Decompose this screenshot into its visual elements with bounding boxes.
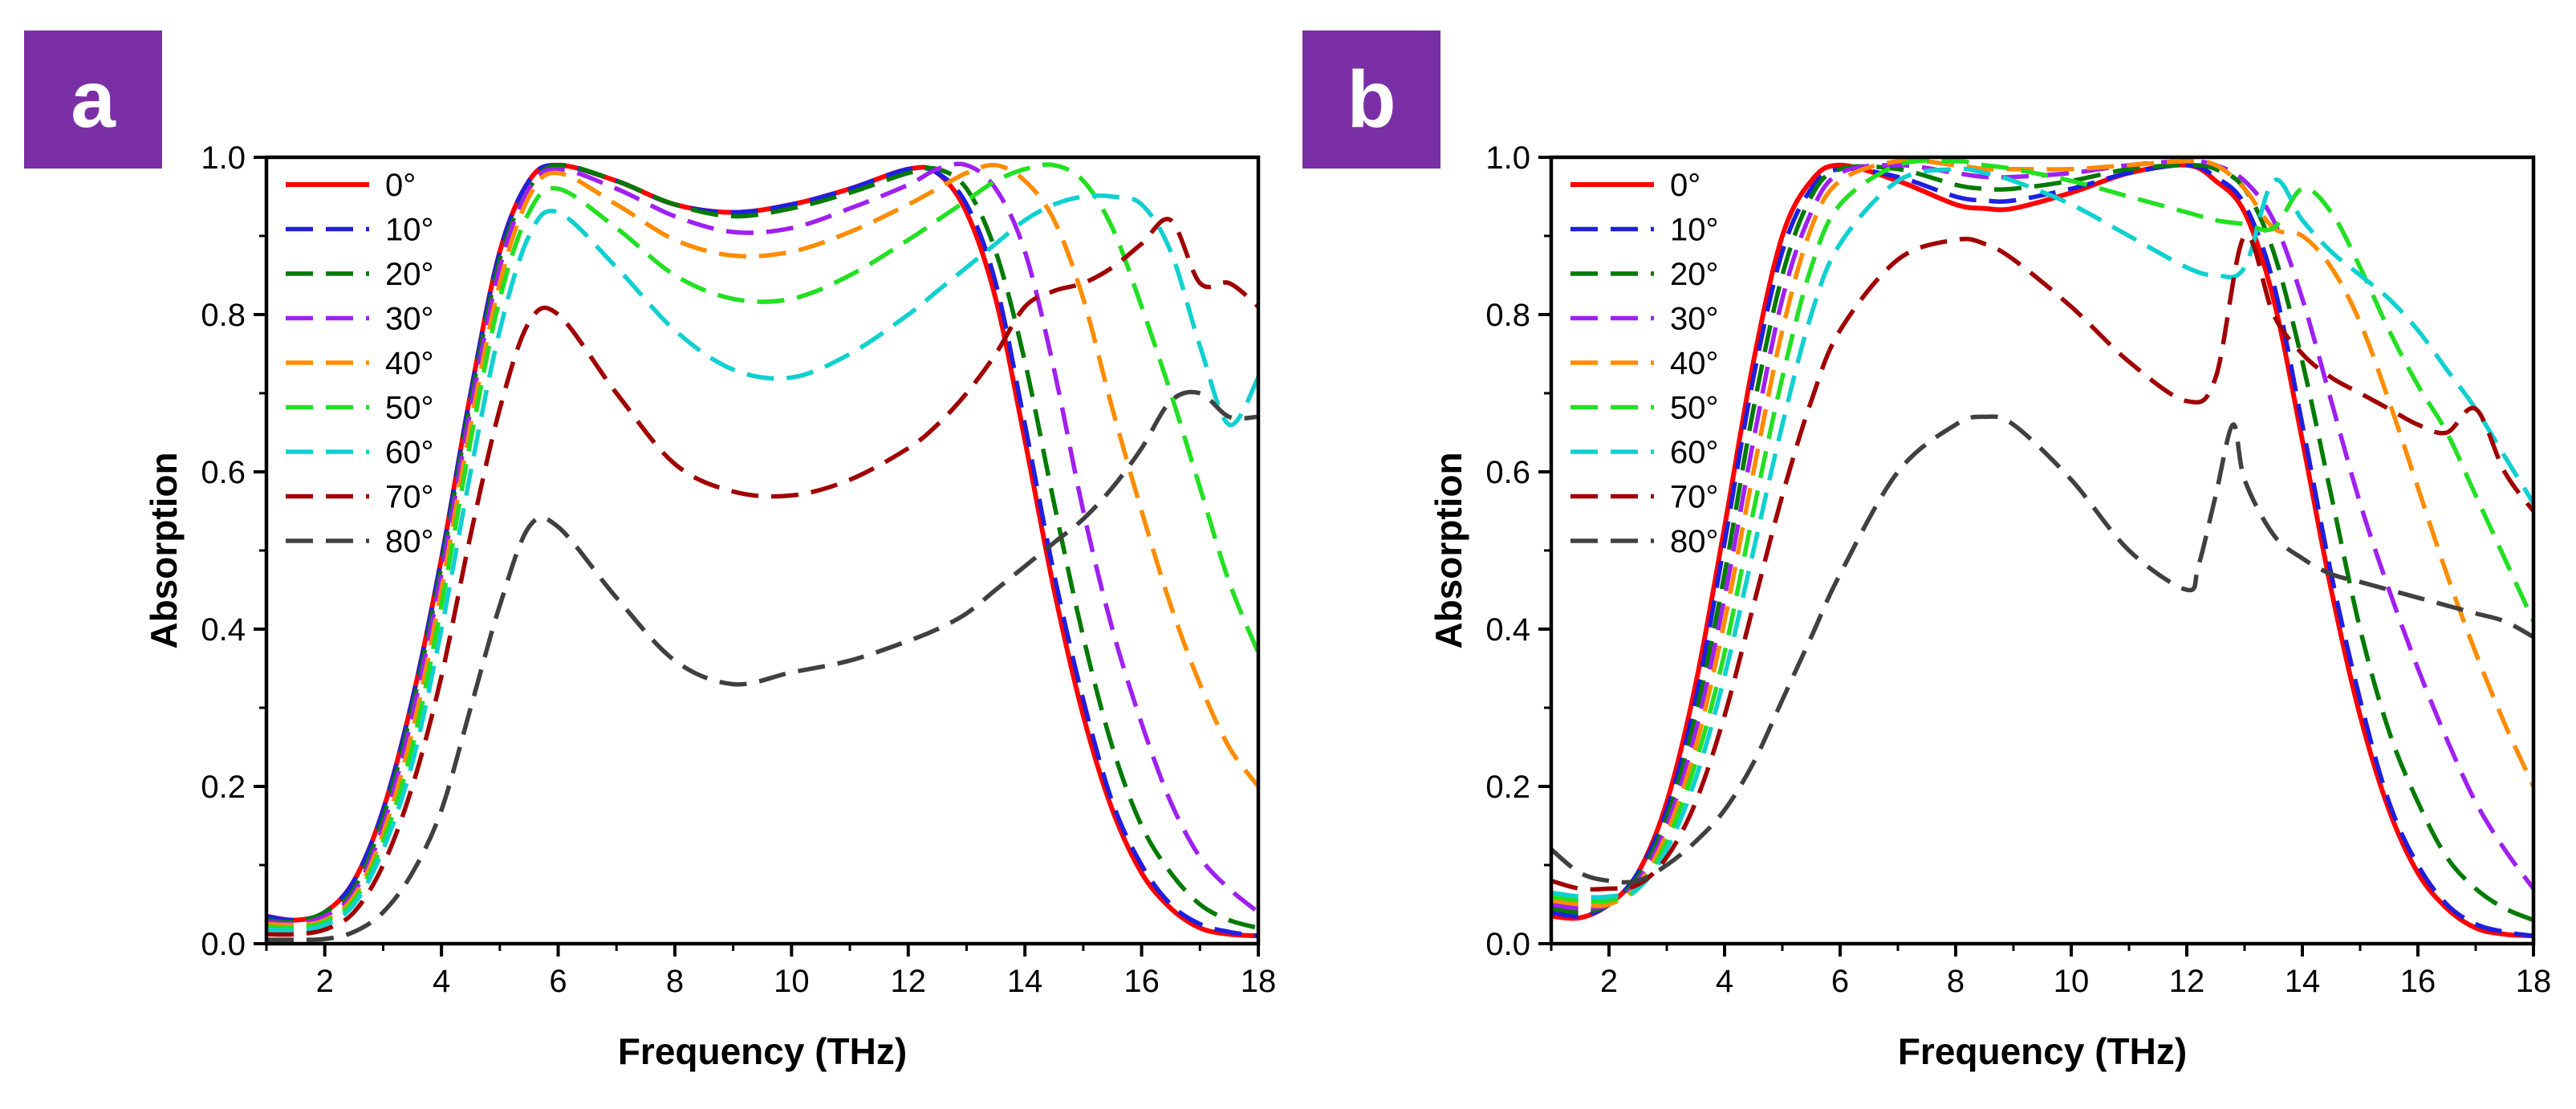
y-tick-label: 1.0 [1485,140,1530,176]
series-line-30deg [266,161,1258,926]
series-line-40deg [1551,158,2533,908]
x-tick-label: 12 [2169,964,2205,999]
x-tick-label: 6 [1831,964,1849,999]
series-line-40deg [266,162,1258,928]
x-axis-label: Frequency (THz) [618,1030,907,1072]
chart-svg-b: 2 4 6 8 10 12 14 16 18 0.0 0.2 0.4 0.6 0.8 1.0 Frequenc… [1428,140,2552,1072]
chart-panel-b: b 2 4 6 8 10 12 14 16 18 0.0 0.2 0.4 0.6 0.8 1.0 Freque… [1288,0,2576,1109]
chart-svg-a: 2 4 6 8 10 12 14 16 18 0.0 0.2 0.4 0.6 0.8 1.0 Frequenc… [143,140,1277,1072]
y-tick-label: 0.4 [201,612,246,648]
legend-label: 20° [385,257,434,292]
series-line-60deg [266,193,1258,933]
series-line-50deg [1551,158,2533,904]
y-tick-label: 0.4 [1485,612,1530,648]
x-tick-label: 16 [1123,964,1160,999]
y-tick-label: 0.2 [201,770,246,805]
legend-label: 10° [385,213,434,248]
series-line-80deg [1551,414,2533,885]
legend-label: 10° [1670,213,1719,248]
legend-label: 60° [1670,435,1719,470]
series-line-20deg [1551,163,2533,923]
x-tick-label: 18 [2516,964,2552,999]
legend-label: 40° [1670,346,1719,381]
y-tick-label: 0.0 [1485,927,1530,962]
y-tick-label: 0.6 [1485,455,1530,490]
series-line-10deg [1551,163,2533,938]
series-line-30deg [1551,159,2533,911]
y-tick-label: 0.0 [201,927,246,962]
legend-label: 80° [1670,524,1719,559]
x-tick-label: 4 [433,964,450,999]
series-line-80deg [266,389,1258,942]
y-tick-label: 0.8 [201,298,246,333]
x-tick-label: 8 [1947,964,1965,999]
x-tick-label: 10 [774,964,810,999]
legend-label: 0° [1670,168,1700,203]
legend-label: 60° [385,435,434,470]
x-axis-label: Frequency (THz) [1898,1030,2187,1072]
legend-label: 30° [1670,302,1719,337]
y-axis-label: Absorption [143,452,185,648]
x-tick-label: 16 [2400,964,2436,999]
series-line-0deg [1551,162,2533,939]
legend-label: 50° [385,391,434,426]
legend: 0° 10° 20° 30° 40° 50° 60° 70° 80° [1570,168,1719,559]
y-tick-label: 0.2 [1485,770,1530,805]
series-line-50deg [266,162,1258,931]
y-tick-label: 0.8 [1485,298,1530,333]
x-tick-label: 2 [316,964,334,999]
legend-label: 20° [1670,257,1719,292]
legend-label: 40° [385,346,434,381]
x-tick-label: 8 [666,964,684,999]
y-tick-label: 0.6 [201,455,246,490]
plot-area [1551,158,2533,939]
legend-label: 70° [1670,480,1719,515]
legend: 0° 10° 20° 30° 40° 50° 60° 70° 80° [286,168,434,559]
chart-panel-a: a 2 4 6 8 10 12 14 16 18 0.0 0.2 0.4 0.6 0.8 1.0 Freque… [24,30,1277,1072]
y-tick-label: 1.0 [201,140,246,176]
panel-label-a: a [24,30,162,169]
series-line-60deg [1551,166,2533,900]
x-tick-label: 10 [2054,964,2090,999]
x-tick-label: 2 [1600,964,1618,999]
x-tick-label: 4 [1716,964,1733,999]
series-line-70deg [1551,232,2533,892]
legend-label: 70° [385,480,434,515]
y-axis-label: Absorption [1428,452,1469,648]
x-tick-label: 14 [2285,964,2321,999]
x-tick-label: 12 [891,964,927,999]
x-tick-label: 14 [1007,964,1043,999]
legend-label: 50° [1670,391,1719,426]
legend-label: 80° [385,524,434,559]
x-tick-label: 6 [549,964,567,999]
panel-label-b: b [1302,30,1440,169]
x-tick-label: 18 [1241,964,1277,999]
legend-label: 30° [385,302,434,337]
plot-area [266,161,1258,942]
legend-label: 0° [385,168,416,203]
